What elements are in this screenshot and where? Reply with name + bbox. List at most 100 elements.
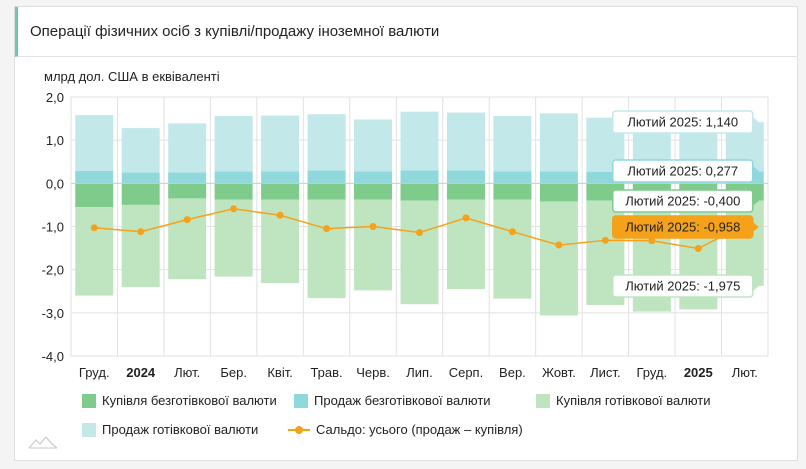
bar-sell-cashless [446, 170, 485, 184]
legend-swatch-buy-cash [536, 393, 550, 408]
bar-buy-cashless [493, 183, 532, 200]
balance-point [323, 225, 331, 233]
bar-sell-cashless [75, 170, 114, 184]
bar-sell-cash [261, 115, 300, 172]
balance-point [416, 229, 423, 237]
tooltip-4: Лютий 2025: -0,958 [612, 215, 759, 239]
y-axis-title: млрд дол. США в еквіваленті [44, 69, 220, 84]
x-tick-label: Груд. [79, 365, 110, 380]
legend-label: Продаж готівкової валюти [102, 422, 259, 437]
x-tick-label: Серп. [449, 365, 484, 380]
bar-buy-cash [168, 198, 207, 280]
balance-point [601, 236, 609, 244]
bar-buy-cashless [539, 183, 578, 202]
legend-label: Сальдо: усього (продаж – купівля) [316, 422, 523, 437]
bar-buy-cashless [446, 183, 485, 200]
x-tick-label: Жовт. [542, 365, 576, 380]
y-tick-label: -3,0 [42, 306, 64, 321]
x-tick-label: Квіт. [267, 365, 293, 380]
balance-point [694, 245, 702, 253]
bar-sell-cash [214, 115, 253, 172]
bar-buy-cash [539, 201, 578, 316]
bar-sell-cashless [214, 171, 253, 184]
bar-sell-cash [354, 119, 393, 172]
x-tick-label: Вер. [499, 365, 526, 380]
bar-buy-cashless [75, 183, 114, 208]
bar-sell-cashless [586, 171, 625, 184]
bar-buy-cash [307, 199, 346, 299]
bar-buy-cash [75, 207, 114, 296]
y-tick-label: 2,0 [46, 90, 64, 105]
tooltip-pointer [752, 117, 759, 127]
y-tick-label: -4,0 [42, 349, 64, 364]
legend-label: Купівля готівкової валюти [556, 393, 711, 408]
x-tick-label: Лист. [590, 365, 620, 380]
y-tick-label: -1,0 [42, 220, 64, 235]
bar-sell-cash [307, 114, 346, 171]
x-tick-label: Груд. [636, 365, 667, 380]
bar-buy-cashless [261, 183, 300, 200]
x-tick-label: Черв. [356, 365, 390, 380]
balance-point [183, 216, 191, 224]
tooltip-pointer [752, 222, 759, 232]
bar-sell-cash [121, 128, 160, 173]
bar-buy-cash [446, 199, 485, 290]
bar-sell-cashless [493, 171, 532, 184]
bar-buy-cash [400, 200, 439, 305]
tooltip-text: Лютий 2025: -0,400 [625, 194, 740, 209]
x-tick-label: 2025 [684, 365, 713, 380]
bar-buy-cash [725, 200, 764, 286]
x-tick-label: Лют. [732, 365, 758, 380]
legend-label: Продаж безготівкової валюти [314, 393, 491, 408]
bar-buy-cashless [400, 183, 439, 201]
balance-point [508, 228, 516, 236]
legend-item-buy-cashless[interactable]: Купівля безготівкової валюти [82, 393, 277, 408]
bar-buy-cashless [354, 183, 393, 200]
bar-sell-cashless [261, 171, 300, 184]
y-tick-label: 0,0 [46, 176, 64, 191]
balance-point [369, 223, 377, 230]
bar-buy-cash [214, 199, 253, 277]
legend-swatch-balance [288, 423, 310, 437]
balance-point [648, 237, 656, 245]
bar-buy-cashless [214, 183, 253, 200]
balance-point [230, 205, 238, 213]
legend-item-sell-cash[interactable]: Продаж готівкової валюти [82, 422, 258, 437]
bar-sell-cashless [307, 170, 346, 184]
bar-sell-cashless [539, 171, 578, 184]
card-header: Операції фізичних осіб з купівлі/продажу… [15, 7, 797, 57]
legend-item-buy-cash[interactable]: Купівля готівкової валюти [536, 393, 711, 408]
tooltip-5: Лютий 2025: -1,975 [612, 274, 759, 298]
bar-sell-cashless [168, 172, 207, 184]
balance-point [555, 241, 563, 249]
tooltip-text: Лютий 2025: 0,277 [627, 164, 738, 179]
legend-swatch-sell-cash [82, 422, 96, 437]
y-tick-label: 1,0 [46, 133, 64, 148]
balance-point [90, 224, 98, 232]
tooltip-text: Лютий 2025: -0,958 [625, 220, 740, 235]
x-tick-label: Лип. [406, 365, 432, 380]
bar-sell-cash [75, 115, 114, 171]
tooltip-pointer [752, 281, 759, 291]
bar-buy-cash [354, 199, 393, 291]
balance-point [462, 214, 470, 222]
tooltip-2: Лютий 2025: 0,277 [612, 159, 759, 183]
legend-item-balance[interactable]: Сальдо: усього (продаж – купівля) [288, 422, 523, 437]
x-tick-label: Бер. [220, 365, 247, 380]
balance-point [137, 228, 145, 236]
tooltip-pointer [752, 166, 759, 176]
tooltip-3: Лютий 2025: -0,400 [612, 189, 759, 213]
mountain-logo-icon [28, 436, 58, 449]
legend-item-sell-cashless[interactable]: Продаж безготівкової валюти [294, 393, 491, 408]
bar-sell-cash [493, 115, 532, 172]
legend-swatch-sell-cashless [294, 393, 308, 408]
tooltip-text: Лютий 2025: -1,975 [625, 279, 740, 294]
tooltip-pointer [752, 196, 759, 206]
chart-title: Операції фізичних осіб з купівлі/продажу… [30, 23, 440, 40]
bar-sell-cash [539, 113, 578, 172]
bar-sell-cashless [400, 170, 439, 184]
bar-buy-cashless [307, 183, 346, 200]
tooltip-text: Лютий 2025: 1,140 [627, 115, 738, 130]
legend-label: Купівля безготівкової валюти [102, 393, 277, 408]
